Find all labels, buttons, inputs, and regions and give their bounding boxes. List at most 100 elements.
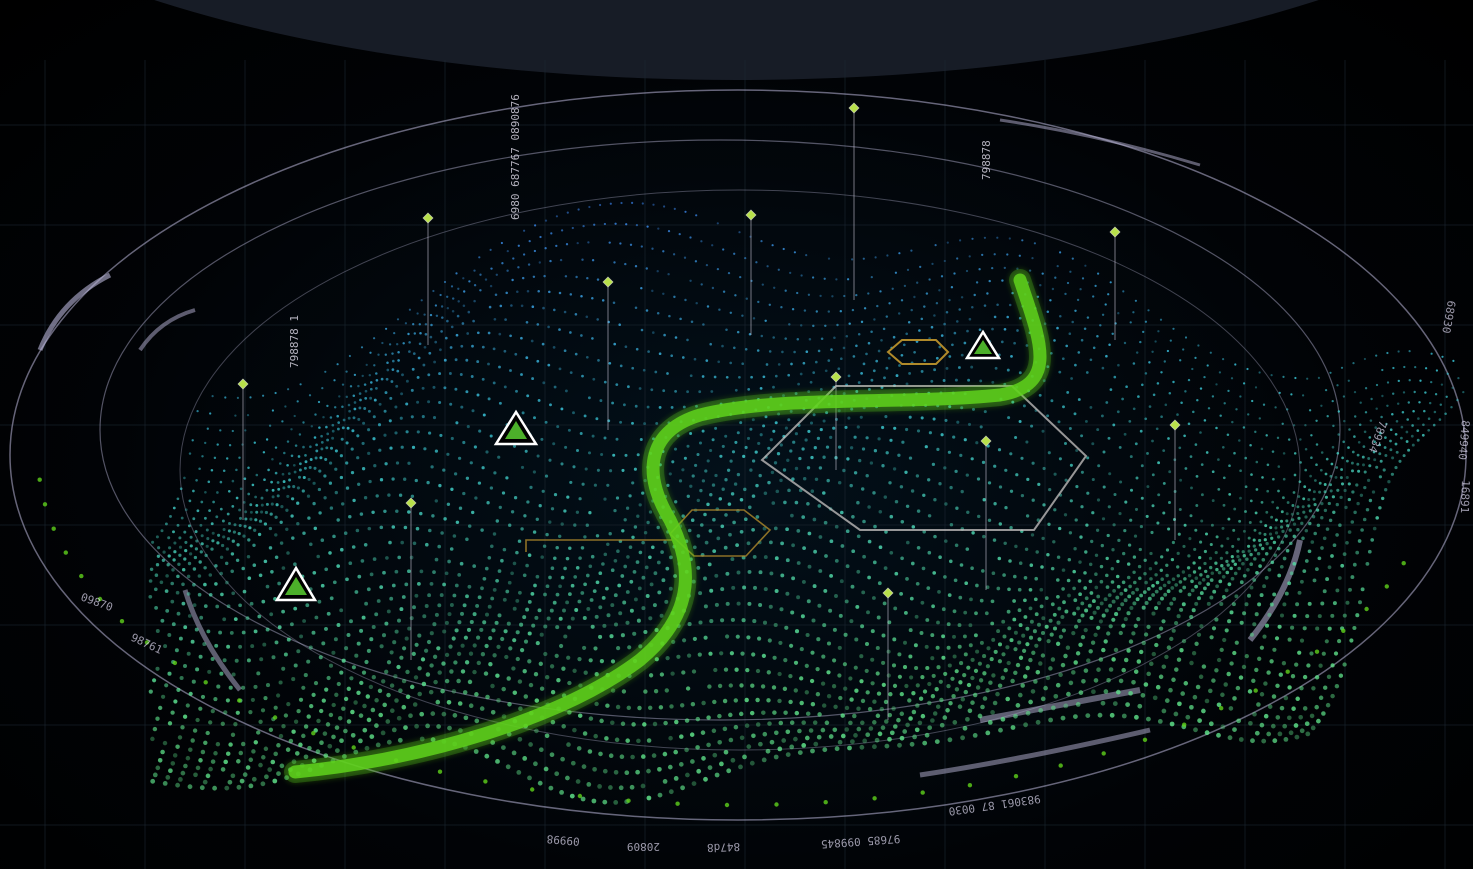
terrain-point <box>287 472 291 475</box>
terrain-point <box>559 258 563 262</box>
terrain-point <box>591 337 594 340</box>
terrain-point <box>1427 428 1431 432</box>
terrain-point <box>581 374 584 378</box>
terrain-point <box>1330 613 1335 618</box>
terrain-point <box>994 366 998 370</box>
terrain-point <box>279 462 282 465</box>
terrain-point <box>1042 466 1046 471</box>
terrain-point <box>489 434 493 438</box>
terrain-point <box>911 709 917 715</box>
terrain-point <box>206 427 209 430</box>
terrain-point <box>1378 443 1382 447</box>
terrain-point <box>621 468 625 472</box>
terrain-point <box>1154 573 1158 577</box>
terrain-point <box>793 350 796 354</box>
terrain-point <box>1143 558 1147 562</box>
terrain-point <box>872 560 877 565</box>
terrain-point <box>620 721 626 727</box>
terrain-point <box>847 374 851 378</box>
terrain-point <box>232 530 236 534</box>
terrain-point <box>1086 491 1090 495</box>
waypoint-triangle-left[interactable] <box>274 565 318 602</box>
terrain-point <box>1050 399 1054 403</box>
terrain-point <box>260 496 264 500</box>
terrain-point <box>543 766 549 772</box>
waypoint-triangle-right[interactable] <box>964 329 1002 360</box>
terrain-point <box>1189 514 1193 518</box>
terrain-point <box>162 740 168 746</box>
terrain-point <box>1241 562 1245 566</box>
terrain-point <box>314 413 317 416</box>
terrain-point <box>585 315 589 319</box>
terrain-point <box>615 383 619 386</box>
terrain-point <box>674 500 678 504</box>
terrain-point <box>187 614 192 618</box>
terrain-point <box>1215 426 1218 430</box>
terrain-point <box>197 592 202 597</box>
terrain-point <box>995 691 1000 697</box>
terrain-point <box>1121 667 1126 673</box>
terrain-point <box>378 712 384 718</box>
terrain-point <box>487 331 491 335</box>
terrain-point <box>480 586 484 591</box>
terrain-point <box>1151 473 1155 477</box>
terrain-point <box>1025 665 1030 671</box>
terrain-point <box>777 268 780 271</box>
terrain-point <box>473 749 479 754</box>
terrain-point <box>434 557 439 562</box>
terrain-point <box>553 308 556 312</box>
terrain-point <box>336 681 341 687</box>
terrain-point <box>1144 372 1148 375</box>
terrain-point <box>188 452 192 455</box>
terrain-point <box>455 520 460 525</box>
terrain-point <box>714 473 718 478</box>
terrain-point <box>853 665 858 670</box>
terrain-point <box>582 731 588 736</box>
terrain-point <box>722 248 725 251</box>
terrain-point <box>1233 562 1238 567</box>
terrain-point <box>1069 270 1072 273</box>
terrain-point <box>1353 510 1357 515</box>
terrain-point <box>881 633 886 638</box>
terrain-point <box>210 522 214 526</box>
terrain-point <box>1146 451 1149 455</box>
terrain-point <box>1028 269 1032 272</box>
terrain-point <box>533 761 538 767</box>
terrain-point <box>689 279 692 282</box>
terrain-point <box>814 477 819 482</box>
terrain-point <box>449 603 454 607</box>
terrain-point <box>449 346 453 349</box>
terrain-point <box>689 732 695 737</box>
terrain-point <box>727 271 731 275</box>
terrain-point <box>262 642 267 647</box>
terrain-point <box>1092 346 1096 350</box>
terrain-point <box>709 493 713 497</box>
terrain-point <box>646 795 652 801</box>
terrain-point <box>510 571 514 576</box>
terrain-point <box>1053 339 1056 342</box>
terrain-point <box>274 391 277 395</box>
terrain-point <box>641 575 646 580</box>
terrain-point <box>1071 257 1074 260</box>
terrain-point <box>885 315 889 318</box>
terrain-point <box>434 340 438 344</box>
terrain-point <box>1427 417 1431 420</box>
terrain-point <box>208 573 213 577</box>
terrain-point <box>924 732 930 738</box>
terrain-point <box>954 669 959 674</box>
terrain-point <box>402 342 405 345</box>
terrain-point <box>185 703 190 708</box>
terrain-point <box>251 776 257 782</box>
terrain-point <box>873 524 877 529</box>
terrain-point <box>226 644 231 649</box>
terrain-point <box>482 576 487 581</box>
terrain-point <box>361 467 366 471</box>
terrain-point <box>1118 512 1122 516</box>
terrain-point <box>301 733 306 739</box>
waypoint-triangle-mid[interactable] <box>493 409 539 446</box>
terrain-point <box>821 703 827 708</box>
terrain-point <box>222 658 227 663</box>
terrain-point <box>1025 440 1029 444</box>
terrain-point <box>276 693 281 698</box>
terrain-point <box>175 744 180 749</box>
